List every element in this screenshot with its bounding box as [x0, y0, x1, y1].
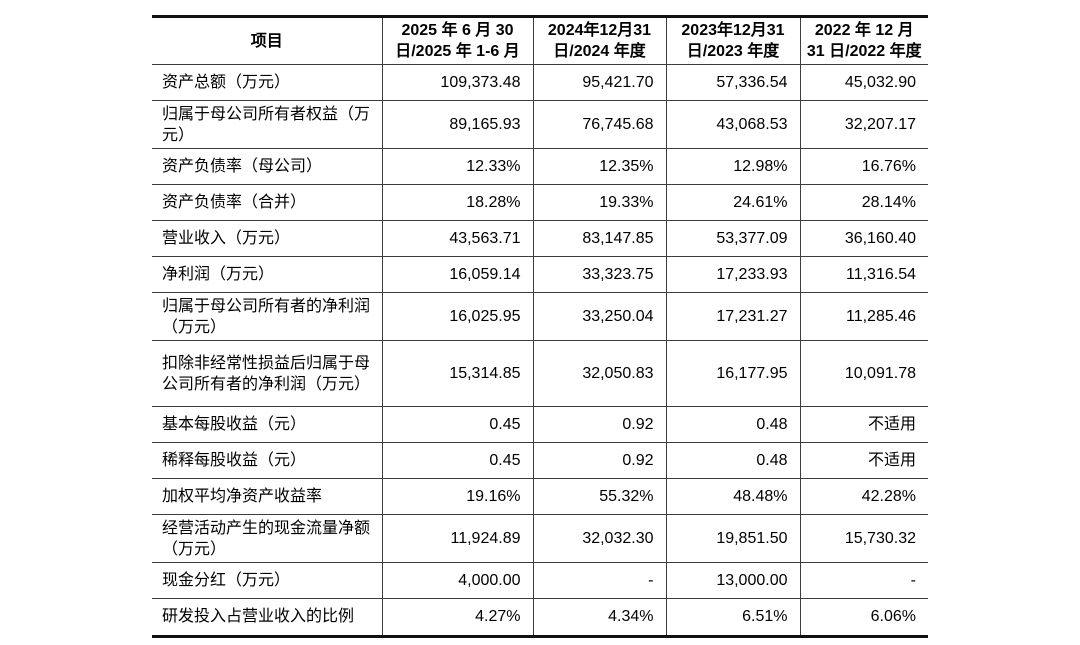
- cell-value: 76,745.68: [532, 100, 666, 149]
- table-body: 资产总额（万元） 109,373.48 95,421.70 57,336.54 45,0…: [152, 64, 928, 635]
- row-label: 研发投入占营业收入的比例: [152, 598, 382, 635]
- cell-value: 11,316.54: [799, 256, 928, 293]
- row-label: 营业收入（万元）: [152, 220, 382, 257]
- cell-value: 32,207.17: [799, 100, 928, 149]
- cell-value: 43,068.53: [665, 100, 800, 149]
- cell-value: 109,373.48: [381, 64, 533, 101]
- cell-value: 4.34%: [532, 598, 666, 635]
- table-row: 研发投入占营业收入的比例 4.27% 4.34% 6.51% 6.06%: [152, 598, 928, 635]
- row-label: 扣除非经常性损益后归属于母公司所有者的净利润（万元）: [152, 340, 382, 407]
- cell-value: 0.48: [665, 442, 800, 479]
- table-row: 归属于母公司所有者的净利润（万元） 16,025.95 33,250.04 17,23…: [152, 292, 928, 341]
- cell-value: -: [532, 562, 666, 599]
- cell-value: -: [799, 562, 928, 599]
- cell-value: 19.16%: [381, 478, 533, 515]
- table-row: 资产负债率（合并） 18.28% 19.33% 24.61% 28.14%: [152, 184, 928, 221]
- row-label: 现金分红（万元）: [152, 562, 382, 599]
- row-label: 基本每股收益（元）: [152, 406, 382, 443]
- cell-value: 48.48%: [665, 478, 800, 515]
- table-row: 加权平均净资产收益率 19.16% 55.32% 48.48% 42.28%: [152, 478, 928, 515]
- cell-value: 4.27%: [381, 598, 533, 635]
- table-row: 净利润（万元） 16,059.14 33,323.75 17,233.93 11,316…: [152, 256, 928, 293]
- cell-value: 28.14%: [799, 184, 928, 221]
- cell-value: 53,377.09: [665, 220, 800, 257]
- cell-value: 6.06%: [799, 598, 928, 635]
- row-label: 资产总额（万元）: [152, 64, 382, 101]
- cell-value: 17,231.27: [665, 292, 800, 341]
- row-label: 稀释每股收益（元）: [152, 442, 382, 479]
- row-label: 加权平均净资产收益率: [152, 478, 382, 515]
- table-row: 资产负债率（母公司） 12.33% 12.35% 12.98% 16.76%: [152, 148, 928, 185]
- cell-value: 43,563.71: [381, 220, 533, 257]
- cell-value: 不适用: [799, 406, 928, 443]
- row-label: 资产负债率（母公司）: [152, 148, 382, 185]
- column-header-2023: 2023年12月31 日/2023 年度: [665, 18, 800, 65]
- column-header-item: 项目: [250, 32, 283, 50]
- cell-value: 32,050.83: [532, 340, 666, 407]
- row-label: 资产负债率（合并）: [152, 184, 382, 221]
- row-label: 归属于母公司所有者的净利润（万元）: [152, 292, 382, 341]
- cell-value: 不适用: [799, 442, 928, 479]
- cell-value: 4,000.00: [381, 562, 533, 599]
- table-row: 经营活动产生的现金流量净额（万元） 11,924.89 32,032.30 19,85…: [152, 514, 928, 563]
- cell-value: 13,000.00: [665, 562, 800, 599]
- cell-value: 16,025.95: [381, 292, 533, 341]
- cell-value: 10,091.78: [799, 340, 928, 407]
- cell-value: 24.61%: [665, 184, 800, 221]
- cell-value: 12.35%: [532, 148, 666, 185]
- cell-value: 12.98%: [665, 148, 800, 185]
- cell-value: 0.45: [381, 442, 533, 479]
- table-row: 现金分红（万元） 4,000.00-13,000.00-: [152, 562, 928, 599]
- header-row: 项目 2025 年 6 月 30 日/2025 年 1-6 月 2024年12月…: [152, 18, 928, 65]
- cell-value: 45,032.90: [799, 64, 928, 101]
- cell-value: 19.33%: [532, 184, 666, 221]
- cell-value: 0.45: [381, 406, 533, 443]
- cell-value: 16,177.95: [665, 340, 800, 407]
- cell-value: 12.33%: [381, 148, 533, 185]
- table-row: 资产总额（万元） 109,373.48 95,421.70 57,336.54 45,0…: [152, 64, 928, 101]
- cell-value: 11,924.89: [381, 514, 533, 563]
- table-row: 扣除非经常性损益后归属于母公司所有者的净利润（万元） 15,314.85 32,05…: [152, 340, 928, 407]
- cell-value: 33,323.75: [532, 256, 666, 293]
- table-row: 营业收入（万元） 43,563.71 83,147.85 53,377.09 36,16…: [152, 220, 928, 257]
- cell-value: 55.32%: [532, 478, 666, 515]
- row-label: 归属于母公司所有者权益（万元）: [152, 100, 382, 149]
- row-label: 净利润（万元）: [152, 256, 382, 293]
- table-row: 稀释每股收益（元） 0.45 0.92 0.48 不适用: [152, 442, 928, 479]
- cell-value: 57,336.54: [665, 64, 800, 101]
- cell-value: 16,059.14: [381, 256, 533, 293]
- financial-summary-table: 项目 2025 年 6 月 30 日/2025 年 1-6 月 2024年12月…: [152, 18, 928, 635]
- table-row: 归属于母公司所有者权益（万元） 89,165.93 76,745.68 43,068.…: [152, 100, 928, 149]
- cell-value: 0.48: [665, 406, 800, 443]
- cell-value: 42.28%: [799, 478, 928, 515]
- cell-value: 95,421.70: [532, 64, 666, 101]
- cell-value: 17,233.93: [665, 256, 800, 293]
- table-header: 项目 2025 年 6 月 30 日/2025 年 1-6 月 2024年12月…: [152, 18, 928, 65]
- financial-table-container: 项目 2025 年 6 月 30 日/2025 年 1-6 月 2024年12月…: [152, 15, 928, 638]
- column-header-2025: 2025 年 6 月 30 日/2025 年 1-6 月: [381, 18, 533, 65]
- cell-value: 83,147.85: [532, 220, 666, 257]
- cell-value: 36,160.40: [799, 220, 928, 257]
- cell-value: 89,165.93: [381, 100, 533, 149]
- cell-value: 18.28%: [381, 184, 533, 221]
- row-label: 经营活动产生的现金流量净额（万元）: [152, 514, 382, 563]
- cell-value: 0.92: [532, 406, 666, 443]
- cell-value: 0.92: [532, 442, 666, 479]
- cell-value: 15,314.85: [381, 340, 533, 407]
- column-header-2022: 2022 年 12 月 31 日/2022 年度: [799, 18, 928, 65]
- cell-value: 32,032.30: [532, 514, 666, 563]
- cell-value: 16.76%: [799, 148, 928, 185]
- cell-value: 6.51%: [665, 598, 800, 635]
- column-header-2024: 2024年12月31 日/2024 年度: [532, 18, 666, 65]
- cell-value: 19,851.50: [665, 514, 800, 563]
- table-row: 基本每股收益（元） 0.45 0.92 0.48 不适用: [152, 406, 928, 443]
- cell-value: 33,250.04: [532, 292, 666, 341]
- cell-value: 15,730.32: [799, 514, 928, 563]
- cell-value: 11,285.46: [799, 292, 928, 341]
